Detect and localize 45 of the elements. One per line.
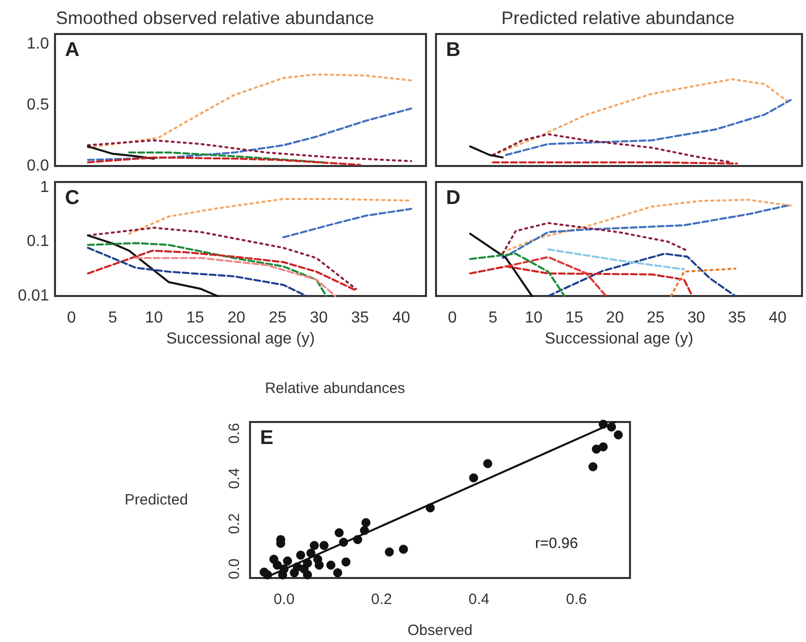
x-tick-label: 35	[351, 310, 370, 326]
x-tick-label: 0.4	[468, 591, 490, 608]
x-tick-label: 25	[268, 310, 287, 326]
annotation: D	[446, 187, 460, 209]
x-tick-label: 10	[524, 310, 543, 326]
y-tick-label: 1	[40, 178, 50, 196]
x-tick-label: 20	[227, 310, 246, 326]
y-tick-label: 0.01	[18, 288, 50, 304]
y-tick-label: 0.5	[26, 96, 50, 114]
x-tick-label: 30	[687, 310, 706, 326]
y-tick-label: 1.0	[26, 35, 50, 52]
x-tick-label: 25	[646, 310, 665, 326]
y-tick-label: 0.0	[226, 558, 243, 580]
x-tick-label: 35	[728, 310, 746, 326]
x-tick-label: 15	[565, 310, 584, 326]
x-tick-label: 40	[768, 310, 787, 326]
x-tick-label: 15	[186, 310, 204, 326]
x-tick-label: 0.6	[566, 591, 587, 608]
y-tick-label: 0.2	[226, 513, 243, 534]
annotation: E	[260, 427, 274, 449]
x-tick-label: 0.0	[274, 591, 295, 608]
annotation: B	[446, 39, 460, 61]
chart-title: Smoothed observed relative abundance	[56, 8, 374, 28]
x-tick-label: 20	[606, 310, 624, 326]
x-tick-label: 10	[145, 310, 163, 326]
annotation: C	[65, 187, 80, 209]
y-tick-label: 0.6	[226, 422, 243, 444]
x-axis-title: Successional age (y)	[544, 330, 694, 348]
x-tick-label: 0.2	[371, 591, 392, 608]
y-axis-title: Predicted	[124, 492, 188, 508]
x-tick-label: 5	[108, 310, 118, 326]
x-tick-label: 5	[488, 310, 498, 326]
x-tick-label: 0	[67, 310, 76, 326]
annotation: A	[65, 39, 80, 61]
y-tick-label: 0.1	[26, 233, 50, 250]
x-axis-title: Observed	[407, 622, 473, 639]
x-tick-label: 40	[392, 310, 410, 326]
annotation: r=0.96	[535, 535, 578, 552]
y-tick-label: 0.0	[26, 158, 50, 174]
y-tick-label: 0.4	[226, 468, 243, 489]
chart-title: Relative abundances	[264, 380, 406, 397]
x-tick-label: 0	[448, 310, 457, 326]
chart-title: Predicted relative abundance	[501, 8, 735, 28]
x-tick-label: 30	[310, 310, 328, 326]
x-axis-title: Successional age (y)	[166, 330, 315, 348]
